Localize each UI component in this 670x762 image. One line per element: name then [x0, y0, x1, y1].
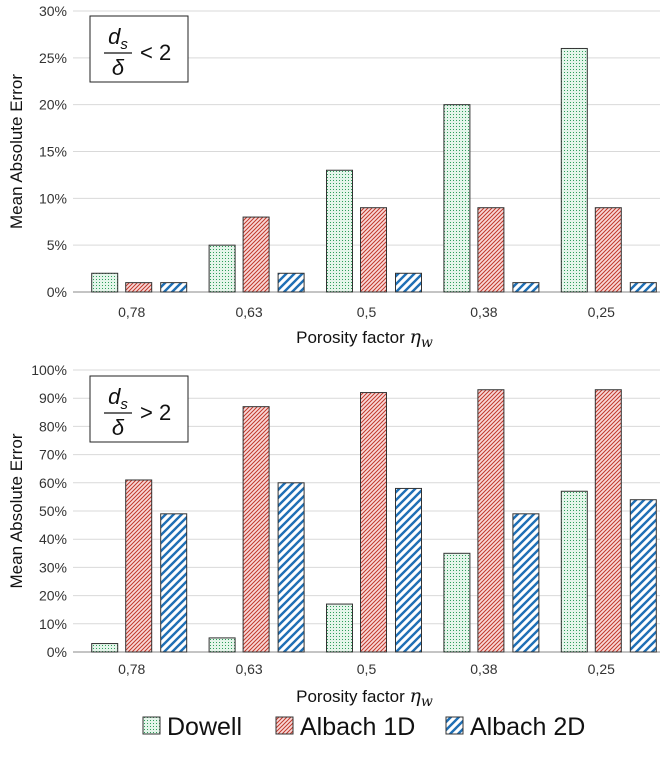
y-tick-label: 0% — [47, 284, 67, 300]
annotation-denominator: δ — [112, 55, 125, 80]
y-tick-label: 40% — [39, 531, 67, 547]
chart-bottom: 0% 10% 20% 30% 40% 50% 60% 70% 80% 90% 100% 0,78 0,6… — [7, 362, 660, 710]
legend-swatch-albach2d — [445, 716, 464, 735]
y-tick-label: 15% — [39, 144, 67, 160]
y-tick-label: 30% — [39, 3, 67, 19]
bar-albach-1d — [125, 282, 153, 293]
chart-top: 0% 5% 10% 15% 20% 25% 30% 0,78 0,63 0,5 0,38 0,25 Me… — [7, 3, 660, 351]
legend-label-albach1d: Albach 1D — [300, 713, 415, 741]
annotation-frame — [89, 15, 189, 83]
bar-dowell — [91, 272, 119, 293]
annotation-numerator: ds — [108, 384, 128, 413]
y-tick-label: 70% — [39, 447, 67, 463]
x-tick-label: 0,63 — [235, 304, 262, 320]
y-tick-label: 25% — [39, 50, 67, 66]
bar-dowell — [208, 244, 236, 293]
bar-dowell — [560, 490, 588, 653]
x-tick-label: 0,78 — [118, 304, 145, 320]
bar-albach-2d — [629, 282, 657, 293]
annotation-box: dsδ > 2 — [89, 375, 189, 443]
bar-albach-2d — [277, 482, 305, 653]
x-tick-label: 0,25 — [588, 304, 615, 320]
legend-swatch-albach1d — [275, 716, 294, 735]
y-tick-label: 5% — [47, 237, 67, 253]
y-tick-label: 50% — [39, 503, 67, 519]
y-tick-label: 90% — [39, 390, 67, 406]
bar-albach-1d — [360, 392, 387, 653]
bar-albach-2d — [395, 272, 422, 293]
annotation-denominator: δ — [112, 415, 125, 440]
bar-albach-2d — [512, 282, 540, 293]
bar-dowell — [208, 637, 236, 653]
y-tick-label: 10% — [39, 616, 67, 632]
legend: Dowell Albach 1D Albach 2D — [142, 713, 585, 741]
y-tick-label: 20% — [39, 588, 67, 604]
legend-label-dowell: Dowell — [167, 713, 242, 741]
x-tick-label: 0,63 — [235, 661, 262, 677]
bar-dowell — [326, 603, 353, 653]
x-tick-label: 0,5 — [357, 304, 377, 320]
annotation-relation: > 2 — [140, 400, 171, 425]
legend-label-albach2d: Albach 2D — [470, 713, 585, 741]
bar-albach-1d — [360, 207, 387, 293]
y-axis-title: Mean Absolute Error — [7, 433, 26, 588]
y-tick-label: 30% — [39, 559, 67, 575]
bar-albach-2d — [395, 487, 422, 653]
annotation-numerator: ds — [108, 24, 128, 53]
bar-dowell — [443, 552, 471, 653]
bar-dowell — [443, 104, 471, 293]
y-tick-label: 0% — [47, 644, 67, 660]
x-tick-label: 0,25 — [588, 661, 615, 677]
y-tick-label: 20% — [39, 97, 67, 113]
legend-swatch-dowell — [142, 716, 161, 735]
y-axis-title: Mean Absolute Error — [7, 74, 26, 229]
annotation-frame — [89, 375, 189, 443]
bar-dowell — [560, 47, 588, 293]
x-tick-label: 0,78 — [118, 661, 145, 677]
bar-albach-2d — [512, 513, 540, 653]
bar-albach-2d — [277, 272, 305, 293]
bar-albach-2d — [160, 282, 188, 293]
y-tick-label: 80% — [39, 418, 67, 434]
bar-albach-2d — [160, 513, 188, 653]
annotation-relation: < 2 — [140, 40, 171, 65]
x-tick-label: 0,38 — [470, 661, 497, 677]
bar-dowell — [91, 643, 119, 653]
bar-dowell — [326, 169, 353, 293]
x-axis-title: Porosity factor ηw — [296, 326, 433, 351]
bar-albach-1d — [594, 389, 622, 653]
annotation-box: dsδ < 2 — [89, 15, 189, 83]
bar-albach-2d — [629, 499, 657, 653]
x-tick-label: 0,38 — [470, 304, 497, 320]
x-axis-title: Porosity factor ηw — [296, 685, 433, 710]
bar-albach-1d — [242, 216, 270, 293]
bar-albach-1d — [594, 207, 622, 293]
x-tick-label: 0,5 — [357, 661, 377, 677]
y-tick-label: 10% — [39, 190, 67, 206]
bar-albach-1d — [125, 479, 153, 653]
bar-albach-1d — [477, 389, 505, 653]
y-tick-label: 60% — [39, 475, 67, 491]
bar-albach-1d — [242, 406, 270, 653]
bar-albach-1d — [477, 207, 505, 293]
y-tick-label: 100% — [31, 362, 67, 378]
